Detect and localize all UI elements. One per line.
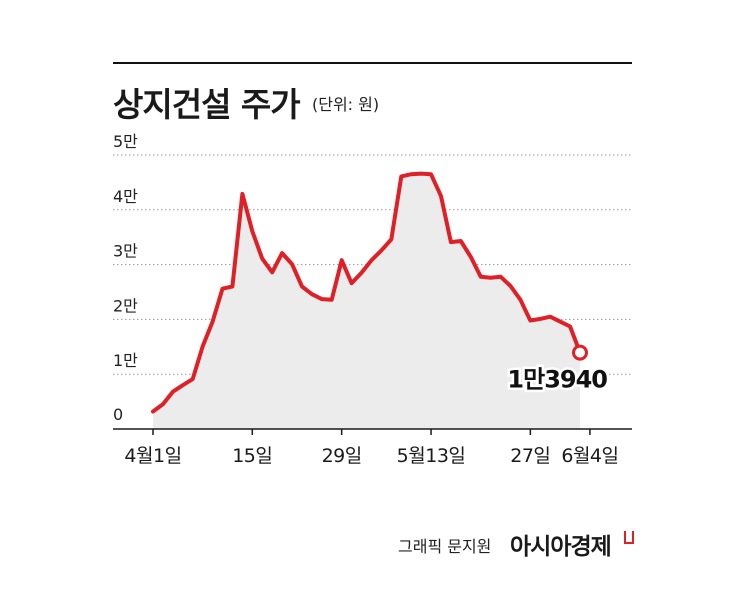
x-tick-label: 27일 [510,445,550,467]
x-tick-label: 6월4일 [561,445,618,467]
last-price-marker [572,344,588,361]
tick-labels: 0 1만 2만 3만 4만 5만 4월1일 15일 29일 5월13일 27일 6월4일 [113,132,619,467]
x-tick-label: 5월13일 [397,445,466,467]
area-fill [153,173,580,429]
title-rule [113,62,632,64]
unit-label: (단위: 원) [312,95,380,114]
y-tick-label: 3만 [113,242,138,261]
y-tick-label: 1만 [113,351,138,370]
x-tick-label: 15일 [232,445,272,467]
y-tick-label: 4만 [113,187,138,206]
y-tick-label: 0 [113,405,123,424]
chart-title: 상지건설 주가 [113,85,301,124]
x-tick-label: 29일 [322,445,362,467]
y-tick-label: 2만 [113,296,138,315]
brand-mark-icon [624,531,634,544]
y-tick-label: 5만 [113,132,138,151]
last-price-label: 1만3940 [507,366,607,394]
graphic-credit: 그래픽 문지원 [398,537,492,556]
price-line [151,171,582,414]
x-tick-label: 4월1일 [124,445,181,467]
brand-logo: 아시아경제 [510,534,612,560]
